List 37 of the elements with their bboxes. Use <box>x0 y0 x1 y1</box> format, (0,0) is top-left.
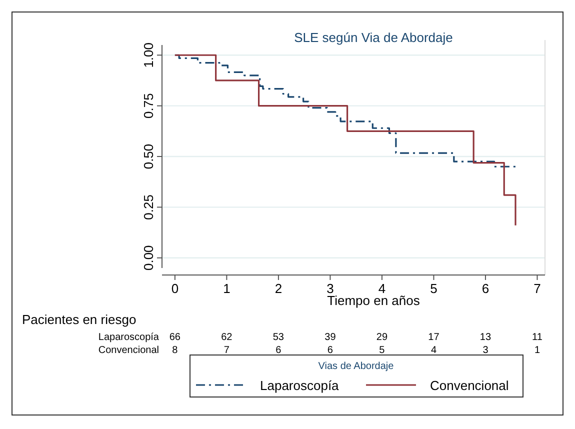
text: 11 <box>532 332 543 343</box>
x-tick-label: 4 <box>378 281 386 296</box>
x-tick-label: 1 <box>223 281 230 296</box>
text: 6 <box>276 345 282 356</box>
text: 1 <box>534 345 540 356</box>
text: 53 <box>272 332 284 343</box>
y-tick-label: 0.25 <box>141 194 156 220</box>
x-axis-title: Tiempo en años <box>327 293 420 308</box>
text: 3 <box>482 345 489 356</box>
text: 29 <box>376 332 388 343</box>
text: 17 <box>428 332 440 343</box>
y-tick-label: 1.00 <box>141 42 156 68</box>
chart-title: SLE según Via de Abordaje <box>294 30 453 45</box>
x-tick-label: 7 <box>534 281 541 296</box>
legend-title: Vias de Abordaje <box>318 361 394 372</box>
x-tick-label: 5 <box>430 281 438 296</box>
x-tick-label: 6 <box>482 281 490 296</box>
text: 8 <box>172 345 178 356</box>
text: 6 <box>327 345 334 356</box>
text: Laparoscopía <box>98 332 160 343</box>
y-tick-label: 0.50 <box>141 144 156 170</box>
text: Convencional <box>98 345 159 356</box>
y-tick-label: 0.75 <box>141 93 156 118</box>
text: 5 <box>379 345 386 356</box>
x-tick-label: 0 <box>171 281 179 296</box>
legend-label: Convencional <box>430 378 509 393</box>
y-tick-label: 0.00 <box>141 245 156 271</box>
text: Pacientes en riesgo <box>22 312 136 327</box>
x-tick-label: 3 <box>326 281 334 296</box>
text: 7 <box>224 345 230 356</box>
text: 62 <box>221 332 233 343</box>
x-tick-label: 2 <box>274 281 282 296</box>
legend-label: Laparoscopía <box>260 378 340 393</box>
text: 39 <box>324 332 336 343</box>
text: 13 <box>480 332 492 343</box>
text: 4 <box>430 345 437 356</box>
text: 66 <box>169 332 181 343</box>
